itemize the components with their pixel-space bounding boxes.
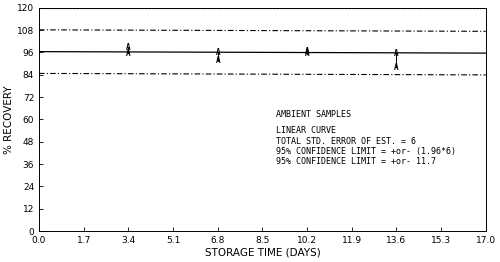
Text: A: A (305, 47, 310, 57)
Text: A: A (126, 43, 130, 52)
Text: A: A (394, 63, 398, 72)
Text: LINEAR CURVE
TOTAL STD. ERROR OF EST. = 6
95% CONFIDENCE LIMIT = +or- (1.96*6)
9: LINEAR CURVE TOTAL STD. ERROR OF EST. = … (276, 126, 456, 166)
Y-axis label: % RECOVERY: % RECOVERY (4, 85, 14, 154)
Text: A: A (126, 49, 130, 58)
Text: A: A (216, 56, 220, 65)
X-axis label: STORAGE TIME (DAYS): STORAGE TIME (DAYS) (204, 248, 320, 258)
Text: A: A (394, 49, 398, 58)
Text: A: A (216, 48, 220, 57)
Text: AMBIENT SAMPLES: AMBIENT SAMPLES (276, 111, 351, 119)
Text: A: A (305, 49, 310, 58)
